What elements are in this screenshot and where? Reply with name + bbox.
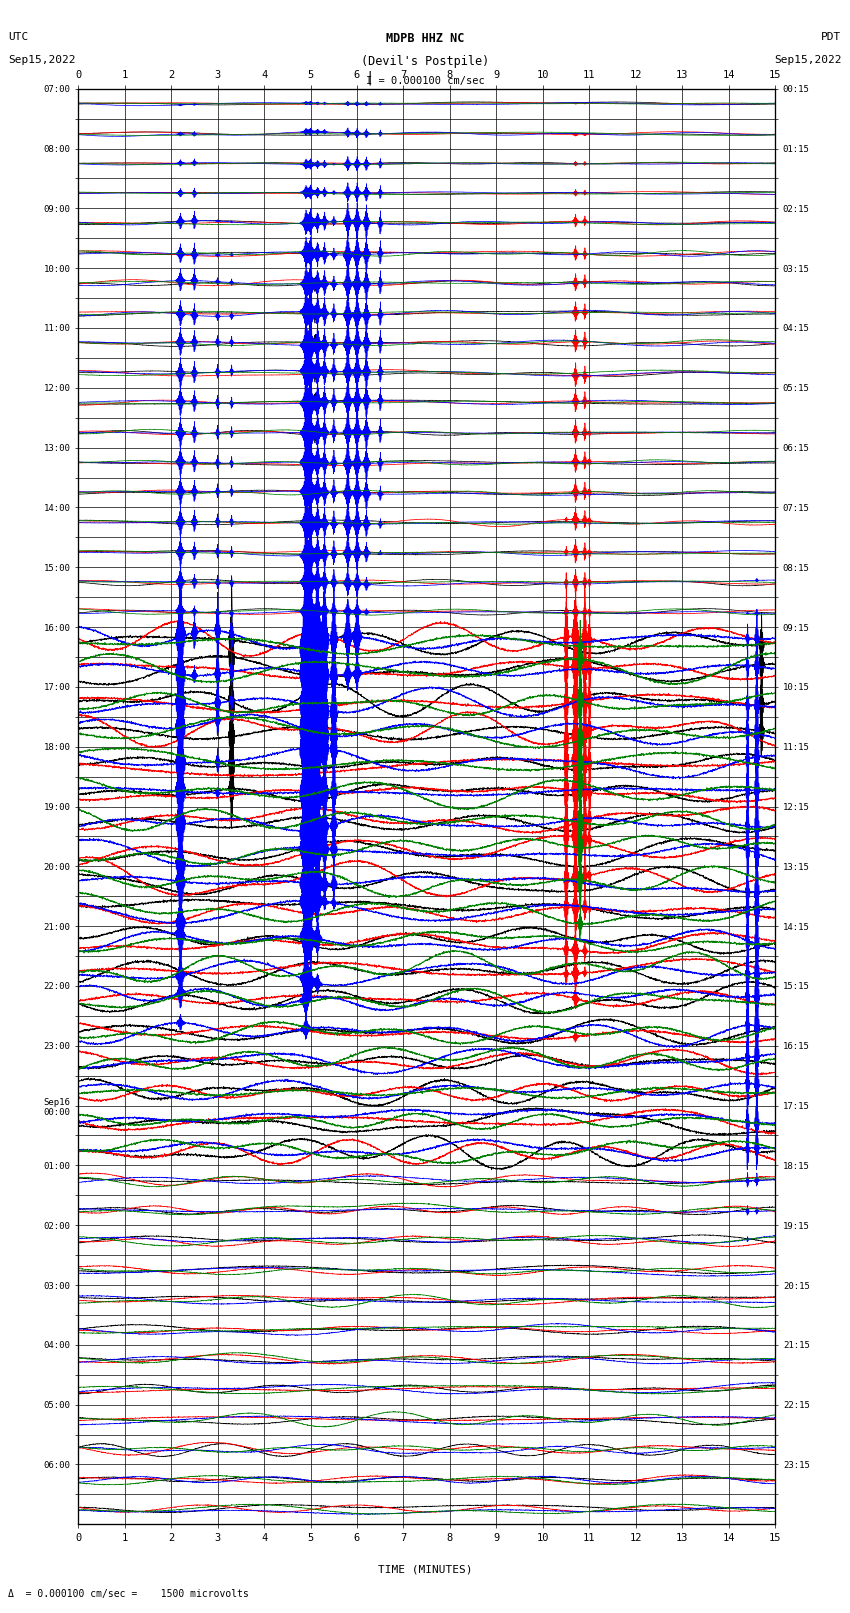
Text: (Devil's Postpile): (Devil's Postpile) (361, 55, 489, 68)
Text: PDT: PDT (821, 32, 842, 42)
Text: |: | (366, 71, 374, 85)
Text: MDPB HHZ NC: MDPB HHZ NC (386, 32, 464, 45)
Text: Sep15,2022: Sep15,2022 (774, 55, 842, 65)
Text: UTC: UTC (8, 32, 29, 42)
Text: I = 0.000100 cm/sec: I = 0.000100 cm/sec (366, 76, 484, 85)
Text: TIME (MINUTES): TIME (MINUTES) (377, 1565, 473, 1574)
Text: Δ  = 0.000100 cm/sec =    1500 microvolts: Δ = 0.000100 cm/sec = 1500 microvolts (8, 1589, 249, 1598)
Text: Sep15,2022: Sep15,2022 (8, 55, 76, 65)
